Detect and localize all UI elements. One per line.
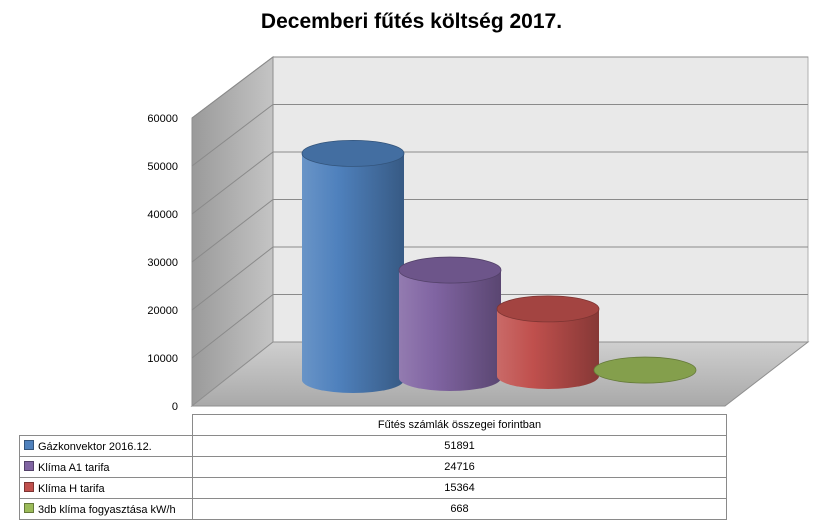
table-value: 15364 <box>192 477 727 499</box>
data-table: Fűtés számlák összegei forintban Gázkonv… <box>19 414 727 520</box>
legend-label: 3db klíma fogyasztása kW/h <box>38 503 176 516</box>
legend-swatch <box>24 460 34 471</box>
chart-title: Decemberi fűtés költség 2017. <box>260 10 563 33</box>
bar-top <box>398 256 502 284</box>
bar-top <box>593 356 697 384</box>
bar <box>496 295 600 389</box>
legend-swatch <box>24 439 34 450</box>
legend-label: Klíma H tarifa <box>38 482 105 495</box>
legend-label: Gázkonvektor 2016.12. <box>38 440 152 453</box>
y-tick-label: 20000 <box>147 305 178 317</box>
table-header-row: Fűtés számlák összegei forintban <box>20 414 727 436</box>
y-tick-label: 30000 <box>147 257 178 269</box>
table-value: 51891 <box>192 435 727 457</box>
y-tick-label: 50000 <box>147 161 178 173</box>
bar-top <box>496 295 600 323</box>
table-value: 24716 <box>192 456 727 478</box>
bar-top <box>301 140 405 167</box>
table-row: Klíma A1 tarifa 24716 <box>19 456 727 478</box>
bar <box>593 356 697 384</box>
bar-body <box>302 153 404 393</box>
y-tick-label: 60000 <box>147 113 178 125</box>
table-value: 668 <box>192 498 727 520</box>
gridline <box>191 246 808 311</box>
bar <box>301 140 405 393</box>
legend-label: Klíma A1 tarifa <box>38 461 110 474</box>
gridline <box>191 104 808 167</box>
gridline <box>191 56 808 119</box>
legend-swatch <box>24 502 34 513</box>
table-row: 3db klíma fogyasztása kW/h 668 <box>19 498 727 520</box>
gridline <box>191 199 808 263</box>
bar <box>398 256 502 391</box>
gridline <box>191 151 808 215</box>
table-header: Fűtés számlák összegei forintban <box>192 414 727 436</box>
table-row: Klíma H tarifa 15364 <box>19 477 727 499</box>
chart-plot: 0 10000 20000 30000 40000 50000 60000 <box>147 55 810 413</box>
bar-body <box>497 308 599 389</box>
legend-swatch <box>24 481 34 492</box>
y-tick-label: 0 <box>172 401 178 413</box>
table-row: Gázkonvektor 2016.12. 51891 <box>19 435 727 457</box>
bar-body <box>399 270 501 391</box>
y-tick-label: 40000 <box>147 209 178 221</box>
gridline <box>191 294 808 359</box>
y-tick-label: 10000 <box>147 353 178 365</box>
